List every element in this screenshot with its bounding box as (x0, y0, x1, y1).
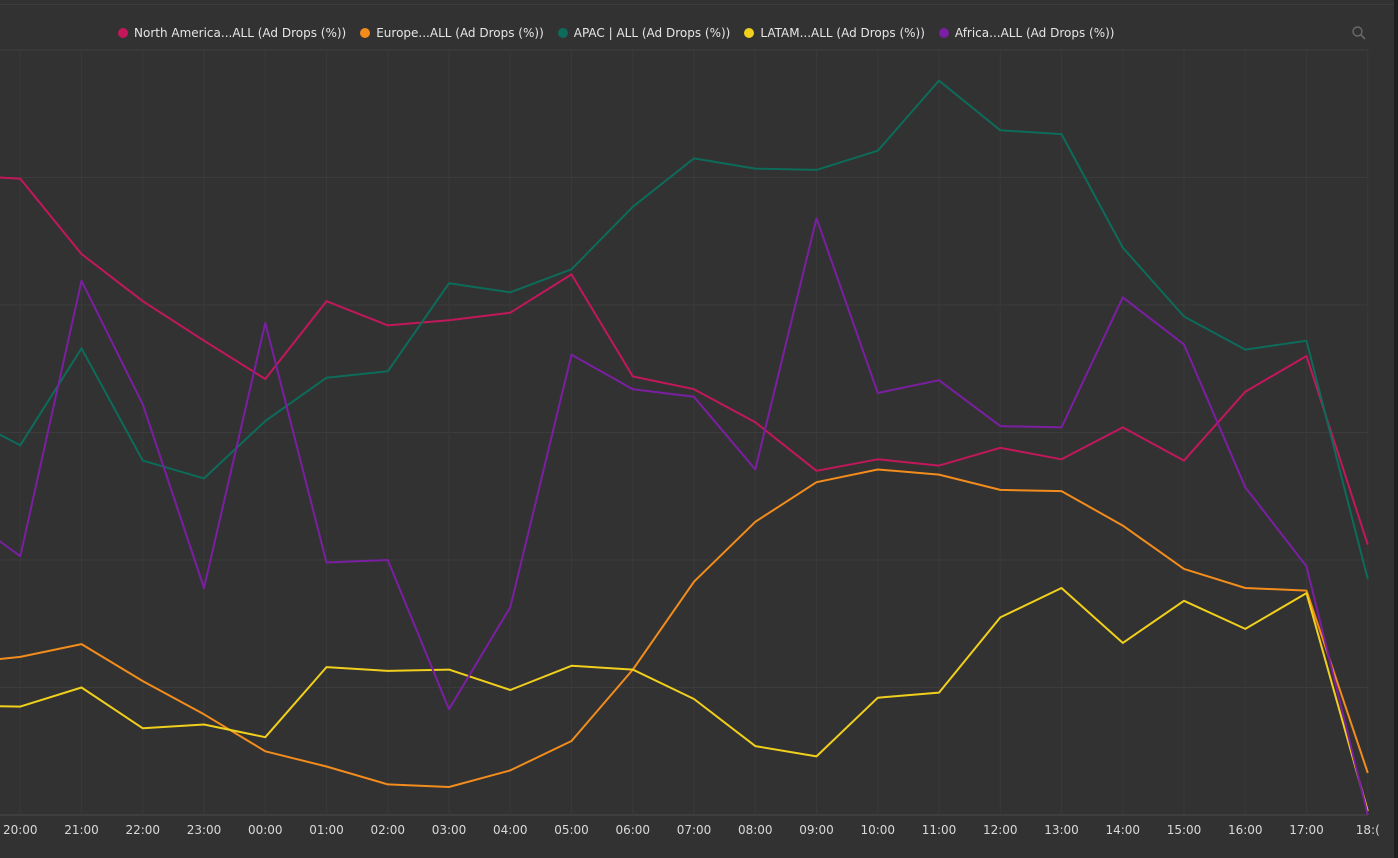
x-tick-label: 08:00 (738, 823, 773, 837)
x-tick-label: 14:00 (1105, 823, 1140, 837)
x-tick-label: 02:00 (370, 823, 405, 837)
legend-item-apac[interactable]: APAC | ALL (Ad Drops (%)) (557, 26, 731, 40)
top-rule (0, 4, 1398, 5)
x-tick-label: 00:00 (248, 823, 283, 837)
x-tick-label: 17:00 (1289, 823, 1324, 837)
legend-swatch (118, 28, 128, 38)
legend-swatch (744, 28, 755, 38)
x-tick-label: 20:00 (3, 823, 38, 837)
chart-legend: North America...ALL (Ad Drops (%)) Europ… (118, 24, 1114, 42)
x-tick-label: 05:00 (554, 823, 589, 837)
x-tick-label: 03:00 (432, 823, 467, 837)
legend-swatch (360, 28, 371, 38)
x-tick-label: 06:00 (615, 823, 650, 837)
x-tick-label: 22:00 (125, 823, 160, 837)
legend-label: North America...ALL (Ad Drops (%)) (134, 26, 347, 40)
series-line-4[interactable] (0, 217, 1369, 816)
x-tick-label: 01:00 (309, 823, 344, 837)
legend-swatch (938, 28, 949, 38)
legend-label: Africa...ALL (Ad Drops (%)) (954, 26, 1115, 40)
x-tick-label: 18:( (1356, 823, 1380, 837)
panel-edge (1394, 0, 1398, 858)
search-icon[interactable] (1350, 24, 1368, 42)
x-tick-label: 11:00 (922, 823, 957, 837)
legend-label: LATAM...ALL (Ad Drops (%)) (760, 26, 925, 40)
series-line-2[interactable] (0, 79, 1369, 580)
x-tick-label: 04:00 (493, 823, 528, 837)
x-tick-label: 21:00 (64, 823, 99, 837)
legend-item-europe[interactable]: Europe...ALL (Ad Drops (%)) (360, 26, 544, 40)
legend-item-latam[interactable]: LATAM...ALL (Ad Drops (%)) (744, 26, 925, 40)
series-line-1[interactable] (0, 468, 1369, 788)
legend-label: APAC | ALL (Ad Drops (%)) (573, 26, 731, 40)
x-tick-label: 15:00 (1167, 823, 1202, 837)
x-tick-label: 07:00 (677, 823, 712, 837)
x-tick-label: 13:00 (1044, 823, 1079, 837)
x-tick-label: 09:00 (799, 823, 834, 837)
legend-swatch (557, 28, 568, 38)
legend-item-north-america[interactable]: North America...ALL (Ad Drops (%)) (118, 26, 346, 40)
x-tick-label: 23:00 (187, 823, 222, 837)
legend-label: Europe...ALL (Ad Drops (%)) (376, 26, 544, 40)
x-tick-label: 10:00 (860, 823, 895, 837)
series-line-3[interactable] (0, 587, 1369, 812)
x-tick-label: 16:00 (1228, 823, 1263, 837)
x-tick-label: 12:00 (983, 823, 1018, 837)
series-line-0[interactable] (0, 175, 1369, 546)
legend-item-africa[interactable]: Africa...ALL (Ad Drops (%)) (938, 26, 1115, 40)
